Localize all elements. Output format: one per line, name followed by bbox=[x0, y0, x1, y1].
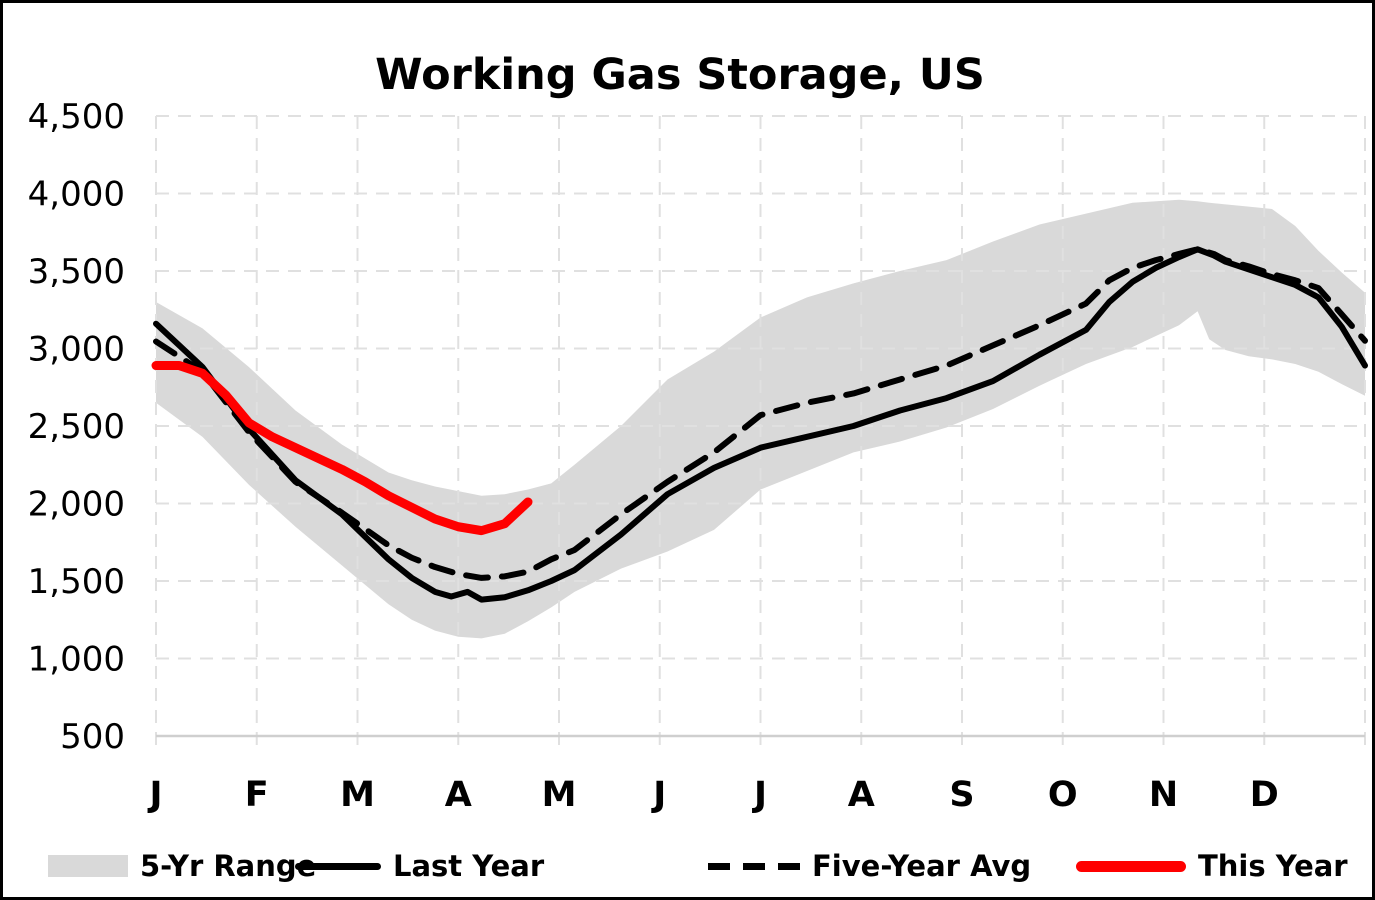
legend-item-this-year: This Year bbox=[1076, 839, 1348, 893]
solid-line-swatch-icon bbox=[295, 862, 381, 870]
y-axis-tick-label: 4,500 bbox=[28, 97, 125, 137]
legend-item-five-year-avg: Five-Year Avg bbox=[708, 839, 1031, 893]
legend-label: 5-Yr Range bbox=[140, 849, 317, 883]
legend-item-last-year: Last Year bbox=[295, 839, 544, 893]
y-axis-tick-label: 500 bbox=[60, 717, 125, 757]
dashed-line-swatch-icon bbox=[708, 862, 800, 870]
x-axis-month-label: D bbox=[1250, 775, 1279, 815]
working-gas-storage-chart: Working Gas Storage, US 4,500 4,000 3,500 3… bbox=[28, 50, 1368, 815]
x-axis-month-label: M bbox=[542, 775, 577, 815]
chart-legend: 5-Yr Range Last Year Five-Year Avg This … bbox=[3, 839, 1372, 893]
y-axis-tick-label: 2,000 bbox=[28, 485, 125, 525]
x-axis-month-label: M bbox=[340, 775, 375, 815]
x-axis-month-label: J bbox=[752, 775, 767, 815]
x-axis-month-label: A bbox=[848, 775, 875, 815]
band-swatch-icon bbox=[48, 855, 128, 877]
x-axis-month-label: S bbox=[949, 775, 974, 815]
last-year-line bbox=[153, 246, 1368, 603]
red-line-swatch-icon bbox=[1076, 860, 1186, 872]
chart-title: Working Gas Storage, US bbox=[375, 50, 985, 100]
x-axis-month-label: J bbox=[651, 775, 666, 815]
y-axis-tick-label: 4,000 bbox=[28, 175, 125, 215]
y-axis-tick-label: 1,000 bbox=[28, 640, 125, 680]
x-axis-month-label: O bbox=[1048, 775, 1078, 815]
legend-item-5yr-range: 5-Yr Range bbox=[48, 839, 316, 893]
y-axis-tick-label: 2,500 bbox=[28, 407, 125, 447]
x-axis-month-label: A bbox=[445, 775, 472, 815]
y-axis-tick-label: 1,500 bbox=[28, 562, 125, 602]
legend-label: This Year bbox=[1198, 849, 1348, 883]
y-axis-tick-label: 3,000 bbox=[28, 330, 125, 370]
legend-label: Five-Year Avg bbox=[812, 849, 1032, 883]
x-axis-month-label: N bbox=[1149, 775, 1178, 815]
five-year-range-band bbox=[156, 199, 1365, 639]
this-year-line bbox=[151, 361, 533, 536]
x-axis-month-label: F bbox=[245, 775, 269, 815]
y-axis-tick-label: 3,500 bbox=[28, 252, 125, 292]
x-axis-month-label: J bbox=[147, 775, 162, 815]
legend-label: Last Year bbox=[393, 849, 545, 883]
